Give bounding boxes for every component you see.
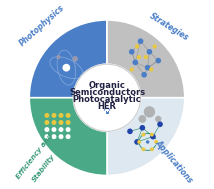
Text: Photophysics: Photophysics xyxy=(17,3,66,48)
Wedge shape xyxy=(107,98,185,176)
Circle shape xyxy=(140,125,145,131)
Circle shape xyxy=(137,140,141,144)
Circle shape xyxy=(132,60,138,65)
Circle shape xyxy=(45,113,49,118)
Circle shape xyxy=(59,127,64,132)
Circle shape xyxy=(138,115,146,123)
Circle shape xyxy=(52,127,56,132)
Wedge shape xyxy=(107,20,185,98)
Circle shape xyxy=(59,120,64,125)
Circle shape xyxy=(150,147,154,151)
Circle shape xyxy=(149,67,153,72)
Circle shape xyxy=(155,58,161,64)
Text: HER: HER xyxy=(98,101,116,111)
Text: Stability: Stability xyxy=(31,153,56,184)
Circle shape xyxy=(66,113,71,118)
Circle shape xyxy=(62,64,70,72)
Circle shape xyxy=(66,127,71,132)
Circle shape xyxy=(56,55,61,59)
Text: Efficiency and: Efficiency and xyxy=(15,132,54,180)
Circle shape xyxy=(45,127,49,132)
Circle shape xyxy=(73,64,141,131)
Circle shape xyxy=(153,44,157,49)
Circle shape xyxy=(52,134,56,139)
Circle shape xyxy=(45,134,49,139)
Circle shape xyxy=(129,49,135,55)
Circle shape xyxy=(157,122,163,127)
Circle shape xyxy=(147,49,152,55)
Circle shape xyxy=(59,113,64,118)
Circle shape xyxy=(145,65,150,70)
Circle shape xyxy=(150,133,154,136)
Circle shape xyxy=(52,120,56,125)
Circle shape xyxy=(144,55,148,59)
Text: Strategies: Strategies xyxy=(148,11,190,43)
Circle shape xyxy=(144,106,155,118)
Circle shape xyxy=(141,147,145,151)
Text: Photocatalytic: Photocatalytic xyxy=(73,95,141,104)
Circle shape xyxy=(154,140,158,144)
Wedge shape xyxy=(29,20,107,98)
Circle shape xyxy=(134,139,140,145)
Wedge shape xyxy=(29,98,107,176)
Circle shape xyxy=(141,72,147,78)
Circle shape xyxy=(52,113,56,118)
Text: Organic: Organic xyxy=(89,81,125,90)
Circle shape xyxy=(72,56,78,62)
Circle shape xyxy=(138,38,143,44)
Text: Semiconductors: Semiconductors xyxy=(69,88,145,97)
Circle shape xyxy=(135,44,139,49)
Circle shape xyxy=(66,134,71,139)
Circle shape xyxy=(66,120,71,125)
Circle shape xyxy=(150,134,156,139)
Circle shape xyxy=(141,133,145,136)
Circle shape xyxy=(137,55,141,59)
Circle shape xyxy=(127,129,133,134)
Circle shape xyxy=(146,140,149,144)
Circle shape xyxy=(155,116,161,122)
Circle shape xyxy=(59,134,64,139)
Circle shape xyxy=(45,120,49,125)
Text: Applications: Applications xyxy=(154,138,195,185)
Circle shape xyxy=(130,67,134,72)
